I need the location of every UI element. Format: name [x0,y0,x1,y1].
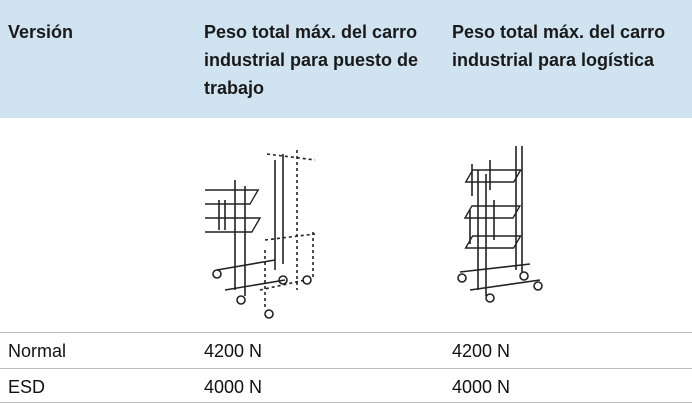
workstation-cart-image [205,150,316,319]
row-divider [0,332,692,333]
cell: 4200 N [204,341,263,361]
cell: Normal [8,341,67,361]
header-cell: Peso total máx. del carro industrial par… [452,22,666,70]
cell: 4200 N [452,341,511,361]
cell: 4000 N [204,377,263,397]
logistics-cart-image [457,146,543,303]
cell: 4000 N [452,377,511,397]
header-cell: Peso total máx. del carro industrial par… [204,22,419,98]
row-divider [0,368,692,369]
header-cell: Versión [8,22,74,42]
cell: ESD [8,377,46,397]
table-header [0,0,692,118]
